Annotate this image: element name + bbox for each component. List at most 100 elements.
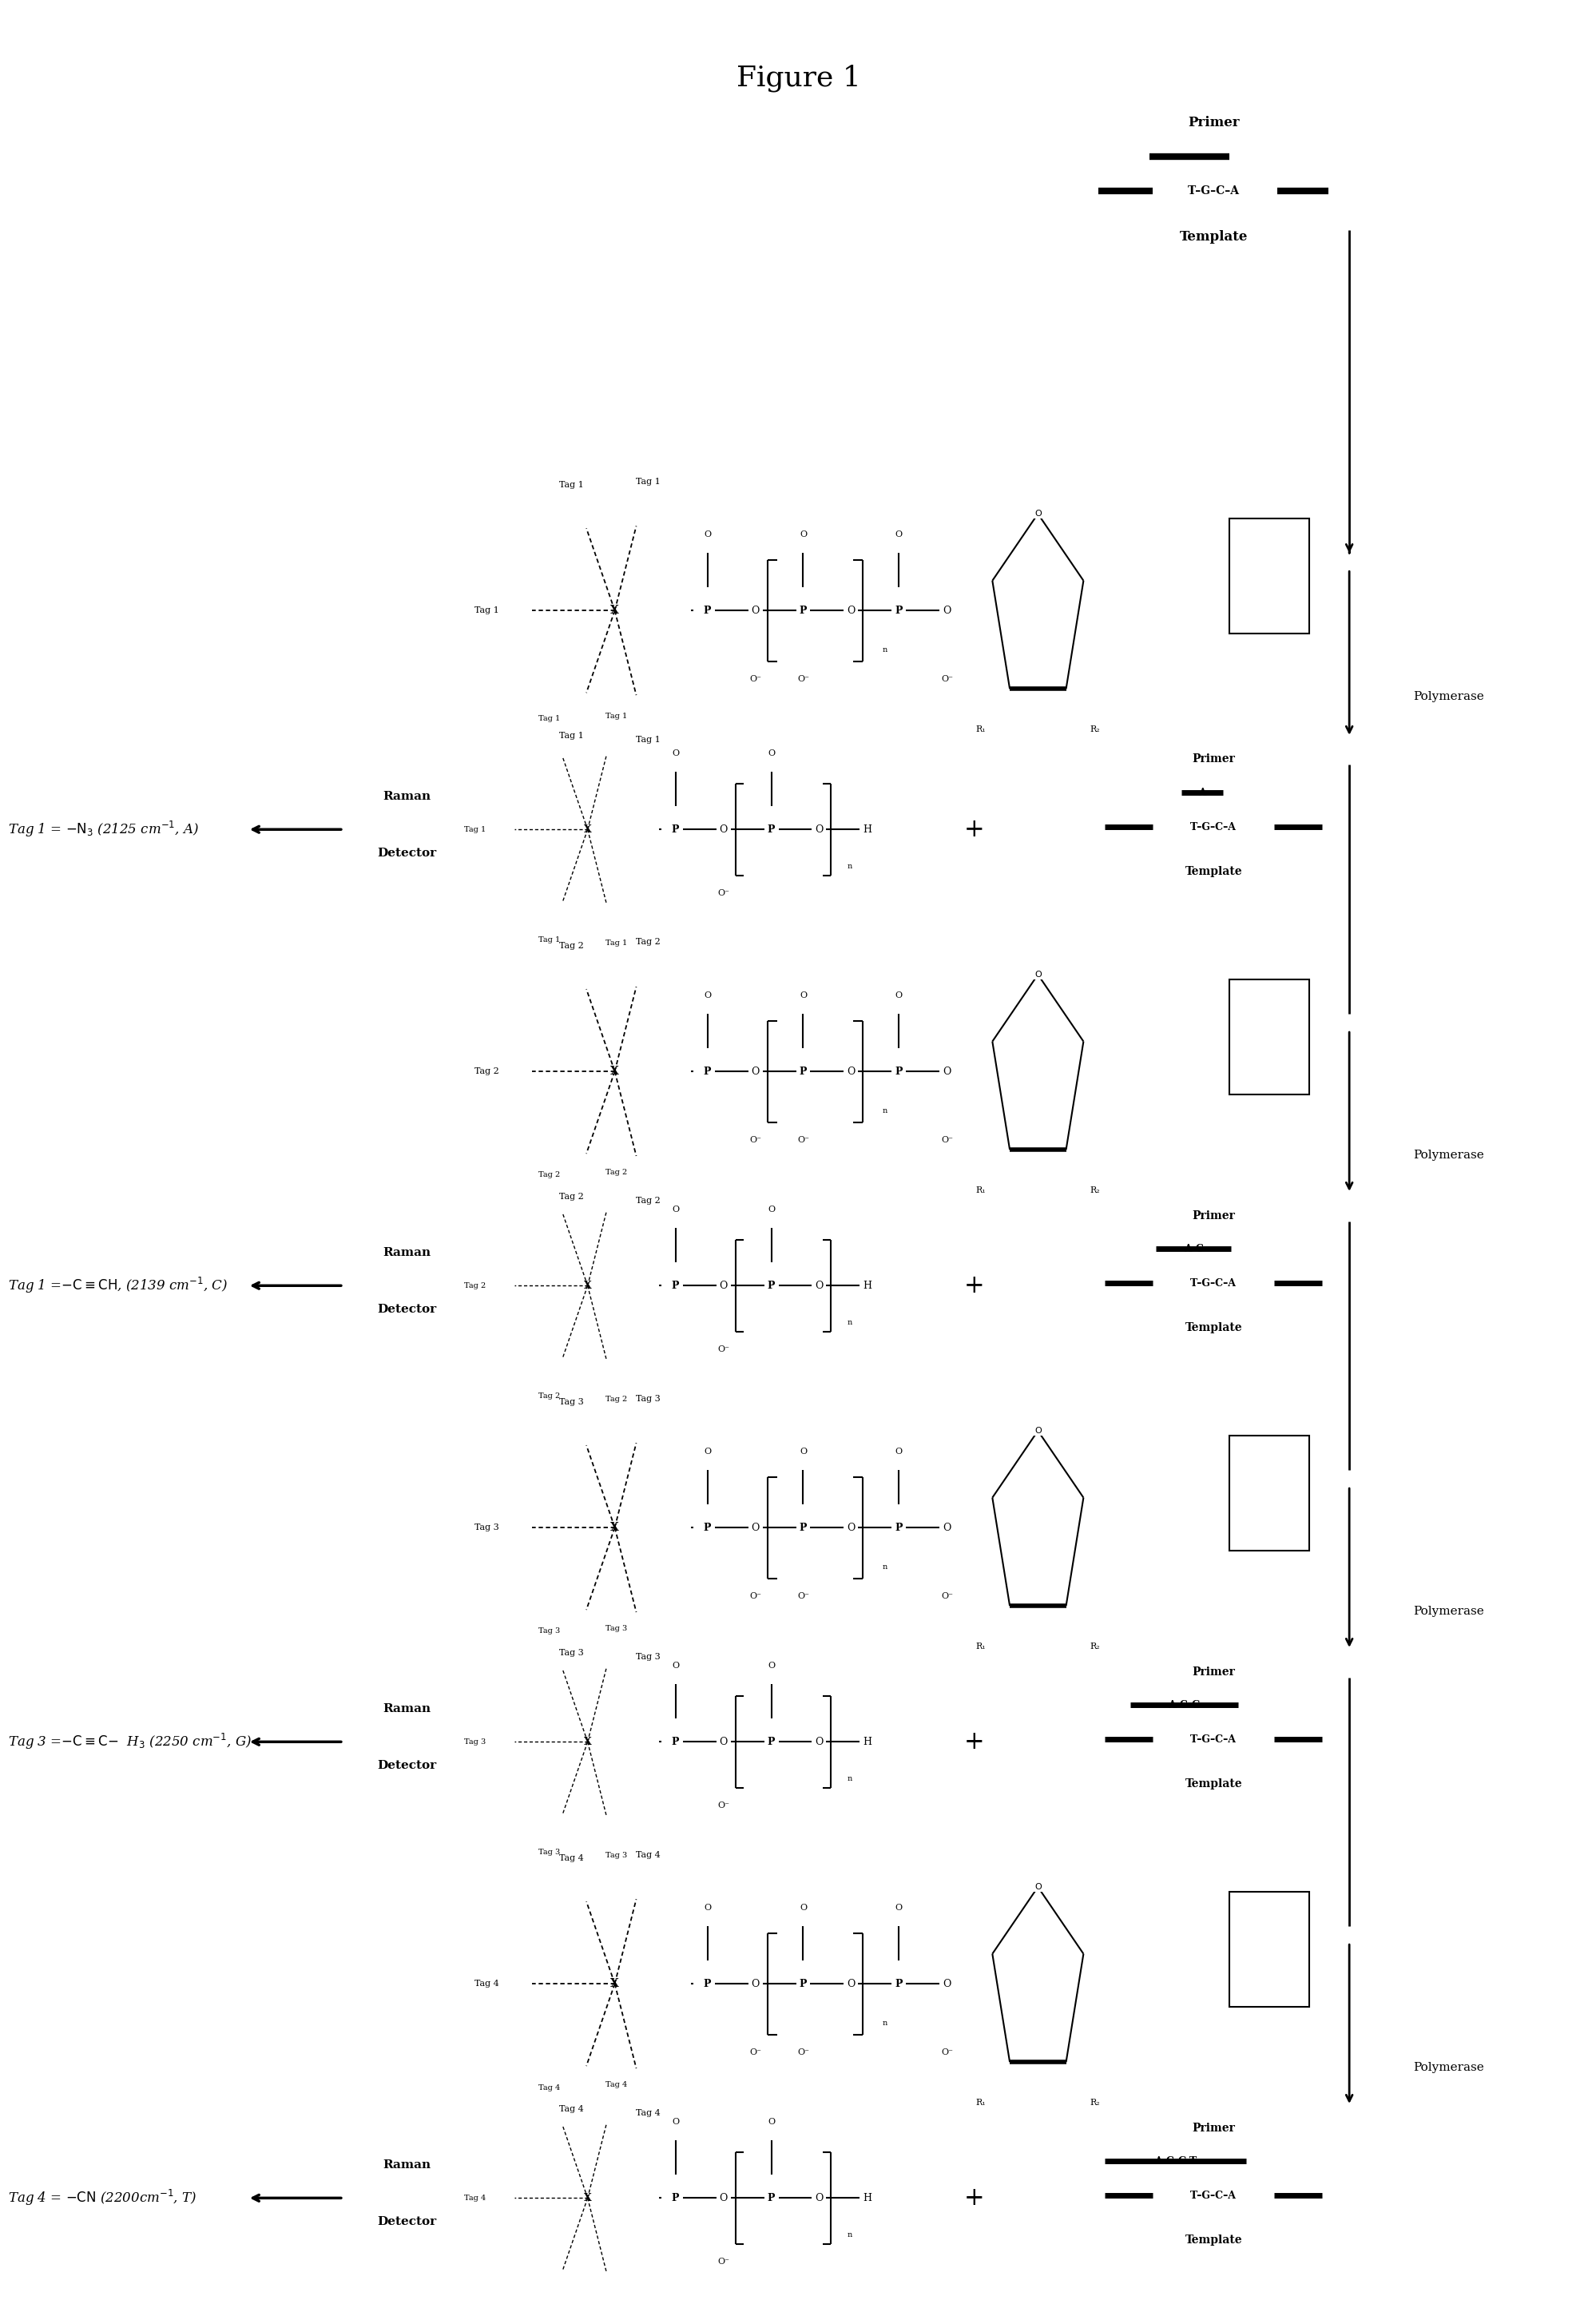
Text: P: P: [704, 1979, 710, 1988]
Text: X: X: [610, 606, 619, 615]
Text: P: P: [704, 1523, 710, 1532]
Text: Polymerase: Polymerase: [1412, 691, 1483, 703]
Text: Template: Template: [1184, 1322, 1242, 1334]
Text: Tag 2: Tag 2: [464, 1281, 485, 1290]
Text: Tag 1: Tag 1: [605, 940, 627, 947]
Text: O: O: [718, 825, 728, 834]
Text: T: T: [1264, 1942, 1274, 1956]
Text: Tag 1: Tag 1: [635, 735, 659, 744]
Text: Tag 3: Tag 3: [464, 1737, 485, 1746]
Text: P: P: [672, 1281, 678, 1290]
Text: P: P: [800, 1067, 806, 1076]
Text: Tag 4: Tag 4: [635, 2108, 659, 2117]
Text: n: n: [847, 2230, 852, 2239]
Text: O: O: [672, 1205, 678, 1214]
Text: R₂: R₂: [1088, 2099, 1100, 2106]
Text: Tag 1: Tag 1: [605, 712, 627, 719]
Text: Detector: Detector: [377, 848, 437, 859]
Text: O: O: [672, 2117, 678, 2127]
Text: Polymerase: Polymerase: [1412, 1150, 1483, 1161]
Text: T–G–C–A: T–G–C–A: [1189, 2191, 1237, 2200]
Text: P: P: [672, 825, 678, 834]
FancyBboxPatch shape: [1229, 518, 1309, 634]
Text: P: P: [704, 1067, 710, 1076]
Text: Raman: Raman: [383, 2159, 431, 2170]
Text: n: n: [881, 1562, 887, 1571]
Text: Tag 4: Tag 4: [559, 1855, 583, 1862]
Text: X: X: [584, 825, 591, 834]
Text: Tag 3: Tag 3: [605, 1624, 627, 1631]
Text: O: O: [672, 1661, 678, 1670]
Text: O⁻: O⁻: [717, 1802, 729, 1809]
Text: P: P: [800, 1979, 806, 1988]
Text: Polymerase: Polymerase: [1412, 2062, 1483, 2074]
Text: Tag 4: Tag 4: [559, 2106, 583, 2113]
Text: O: O: [750, 1067, 760, 1076]
Text: P: P: [895, 1067, 902, 1076]
Text: O: O: [814, 1737, 824, 1746]
Text: O⁻: O⁻: [796, 2048, 809, 2055]
Text: Tag 3: Tag 3: [559, 1399, 583, 1405]
Text: O: O: [750, 606, 760, 615]
Text: n: n: [847, 1774, 852, 1783]
Text: O: O: [846, 1523, 855, 1532]
Text: O: O: [800, 991, 806, 1000]
Text: R₂: R₂: [1088, 726, 1100, 733]
Text: O⁻: O⁻: [796, 675, 809, 682]
Text: O: O: [1034, 1426, 1041, 1435]
Text: Tag 1: Tag 1: [474, 606, 500, 615]
Text: O: O: [768, 749, 774, 758]
Text: T–G–C–A: T–G–C–A: [1189, 1735, 1237, 1744]
Text: R₁: R₁: [975, 1643, 986, 1650]
Text: Tag 3: Tag 3: [605, 1852, 627, 1859]
FancyBboxPatch shape: [1229, 1435, 1309, 1551]
Text: A-C-G-T: A-C-G-T: [1154, 2157, 1195, 2166]
Text: Tag 3: Tag 3: [635, 1394, 659, 1403]
Text: O: O: [1034, 1882, 1041, 1892]
Text: n: n: [881, 2018, 887, 2028]
Text: Primer: Primer: [1187, 115, 1238, 129]
Text: A-C: A-C: [1183, 1244, 1203, 1253]
Text: O⁻: O⁻: [796, 1592, 809, 1599]
Text: Tag 1 = $-\mathrm{N_3}$ (2125 cm$^{-1}$, A): Tag 1 = $-\mathrm{N_3}$ (2125 cm$^{-1}$,…: [8, 820, 200, 839]
Text: Primer: Primer: [1192, 1666, 1234, 1677]
Text: X: X: [584, 1737, 591, 1746]
Text: O⁻: O⁻: [796, 1136, 809, 1143]
Text: Tag 4: Tag 4: [464, 2193, 485, 2203]
Text: O⁻: O⁻: [749, 2048, 761, 2055]
Text: Detector: Detector: [377, 2216, 437, 2228]
Text: Figure 1: Figure 1: [736, 65, 860, 92]
Text: Tag 2: Tag 2: [635, 938, 659, 947]
Text: O: O: [768, 2117, 774, 2127]
Text: +: +: [964, 1730, 983, 1753]
Text: R₁: R₁: [975, 1187, 986, 1193]
Text: Tag 2: Tag 2: [538, 1392, 560, 1401]
Text: Polymerase: Polymerase: [1412, 1606, 1483, 1617]
Text: n: n: [847, 862, 852, 871]
Text: H: H: [862, 1737, 871, 1746]
Text: Tag 2: Tag 2: [605, 1396, 627, 1403]
Text: Tag 1 =$-\mathrm{C{\equiv}CH}$, (2139 cm$^{-1}$, C): Tag 1 =$-\mathrm{C{\equiv}CH}$, (2139 cm…: [8, 1276, 228, 1295]
Text: A: A: [1262, 569, 1275, 583]
Text: R₁: R₁: [975, 2099, 986, 2106]
Text: Template: Template: [1184, 2235, 1242, 2246]
Text: P: P: [768, 825, 774, 834]
Text: O: O: [800, 1447, 806, 1456]
Text: O: O: [800, 530, 806, 539]
Text: O: O: [750, 1979, 760, 1988]
Text: Primer: Primer: [1192, 753, 1234, 765]
Text: O: O: [814, 825, 824, 834]
Text: Tag 3: Tag 3: [538, 1848, 560, 1857]
Text: Detector: Detector: [377, 1760, 437, 1772]
Text: Tag 2: Tag 2: [635, 1196, 659, 1205]
Text: P: P: [768, 2193, 774, 2203]
Text: O: O: [942, 606, 951, 615]
Text: P: P: [895, 1979, 902, 1988]
Text: O: O: [814, 2193, 824, 2203]
Text: O: O: [704, 530, 710, 539]
Text: H: H: [862, 2193, 871, 2203]
Text: T–G–C–A: T–G–C–A: [1189, 823, 1237, 832]
Text: O: O: [1034, 1882, 1041, 1892]
Text: Tag 4: Tag 4: [474, 1979, 500, 1988]
Text: O⁻: O⁻: [940, 1136, 953, 1143]
